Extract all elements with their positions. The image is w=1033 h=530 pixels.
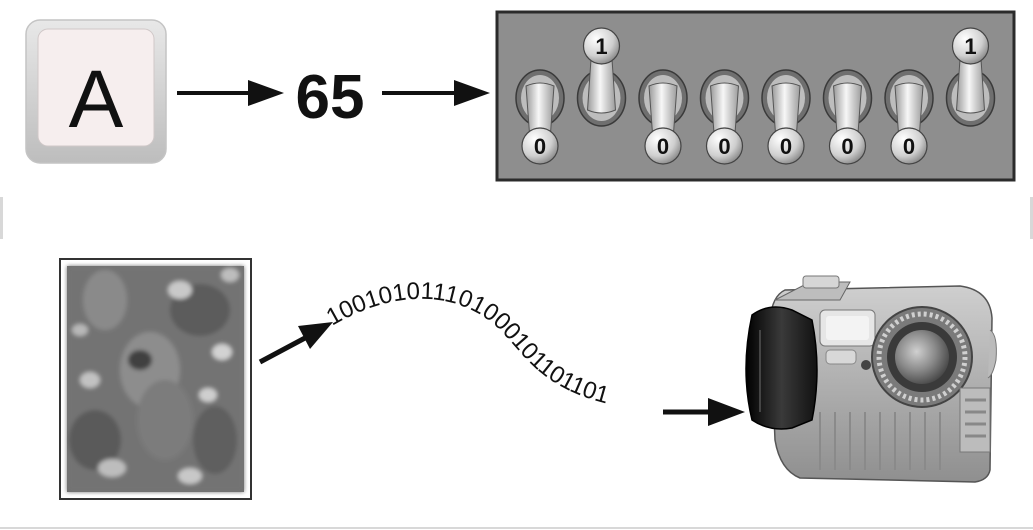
- switch-bit-label: 0: [780, 134, 792, 159]
- camera-icon: [745, 275, 997, 483]
- toggle-switch-icon: 0: [638, 69, 688, 165]
- switch-bit-label: 1: [964, 34, 976, 59]
- switch-bit-label: 0: [657, 134, 669, 159]
- ascii-code-value: 65: [296, 63, 365, 132]
- photo-icon: [59, 258, 252, 500]
- bottom-divider: [0, 527, 1033, 529]
- keyboard-key-icon: A: [25, 19, 167, 164]
- arrow-right-icon: [382, 80, 490, 106]
- binary-stream-path: 100101011101000101101101: [322, 278, 612, 410]
- toggle-switch-icon: 0: [699, 69, 750, 165]
- toggle-switch-icon: 1: [576, 27, 627, 127]
- right-edge-mark: [1030, 197, 1033, 239]
- toggle-switch-icon: 1: [945, 27, 996, 127]
- toggle-switch-icon: 0: [515, 69, 565, 165]
- toggle-switch-icon: 0: [822, 69, 873, 165]
- arrow-right-icon: [177, 80, 284, 106]
- left-edge-mark: [0, 197, 3, 239]
- toggle-switch-icon: 0: [884, 69, 934, 165]
- switch-panel: 0 1 0 0 0 0 0 1: [495, 10, 1016, 182]
- switch-bit-label: 0: [841, 134, 853, 159]
- toggle-switch-icon: 0: [761, 69, 811, 165]
- arrow-right-icon: [663, 398, 745, 426]
- switch-bit-label: 0: [534, 134, 546, 159]
- switch-bit-label: 1: [595, 34, 607, 59]
- keycap-letter: A: [69, 54, 124, 145]
- switch-bit-label: 0: [903, 134, 915, 159]
- switch-bit-label: 0: [718, 134, 730, 159]
- arrow-right-icon: [258, 322, 333, 365]
- binary-stream: 100101011101000101101101: [322, 278, 612, 410]
